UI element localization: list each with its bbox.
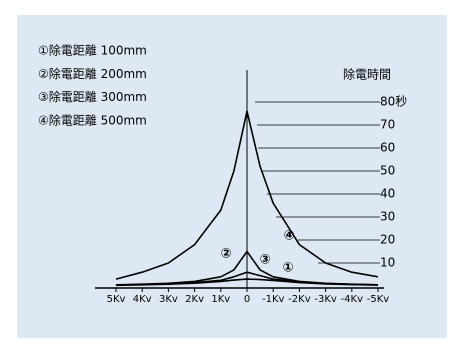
curve xyxy=(115,271,379,286)
x-tick-label: -4Kv xyxy=(341,294,364,305)
y-tick-label: 40 xyxy=(380,187,395,201)
curve-marker: ④ xyxy=(283,229,294,244)
y-tick-label: 80秒 xyxy=(380,95,407,109)
x-tick-label: -5Kv xyxy=(367,294,390,305)
y-tick-label: 30 xyxy=(380,210,395,224)
y-axis-label: 除電時間 xyxy=(343,67,391,82)
x-tick-label: 0 xyxy=(244,294,250,305)
legend-entry: ②除電距離 200mm xyxy=(38,66,147,81)
legend-entry: ①除電距離 100mm xyxy=(38,43,147,58)
curve-marker: ③ xyxy=(259,253,270,268)
y-tick-label: 70 xyxy=(380,118,395,132)
x-tick-label: 1Kv xyxy=(211,294,230,305)
curve xyxy=(115,110,379,280)
x-tick-label: 5Kv xyxy=(107,294,126,305)
legend-entry: ③除電距離 300mm xyxy=(38,89,147,104)
curve-marker: ① xyxy=(282,261,293,276)
y-tick-label: 50 xyxy=(380,164,395,178)
x-tick-label: 4Kv xyxy=(133,294,152,305)
y-tick-label: 10 xyxy=(380,256,395,270)
x-tick-label: -1Kv xyxy=(262,294,285,305)
curve-marker: ② xyxy=(220,247,231,262)
y-tick-label: 60 xyxy=(380,141,395,155)
x-tick-label: 3Kv xyxy=(159,294,178,305)
x-tick-label: -2Kv xyxy=(288,294,311,305)
y-tick-label: 20 xyxy=(380,233,395,247)
x-tick-label: -3Kv xyxy=(314,294,337,305)
x-tick-label: 2Kv xyxy=(185,294,204,305)
legend-entry: ④除電距離 500mm xyxy=(38,112,147,127)
